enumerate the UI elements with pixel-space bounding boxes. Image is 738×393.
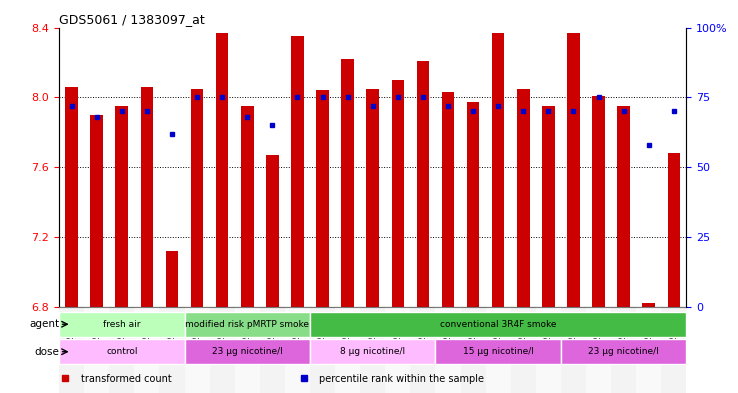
Text: GSM1217157: GSM1217157 (92, 311, 101, 362)
Bar (611, 307, 636, 393)
Text: GSM1217158: GSM1217158 (117, 311, 126, 362)
Text: GSM1217180: GSM1217180 (669, 311, 678, 362)
Bar (517, 88, 530, 307)
Text: GSM1217173: GSM1217173 (368, 311, 377, 362)
Bar (59, 307, 84, 393)
Bar (435, 307, 461, 393)
Bar (385, 307, 410, 393)
Bar (417, 61, 430, 307)
Bar (661, 307, 686, 393)
Bar (266, 155, 279, 307)
Bar (84, 307, 109, 393)
Bar (441, 92, 455, 307)
Text: GSM1217170: GSM1217170 (544, 311, 553, 362)
Bar (260, 307, 285, 393)
Text: conventional 3R4F smoke: conventional 3R4F smoke (440, 320, 556, 329)
Bar (316, 90, 329, 307)
Text: GSM1217179: GSM1217179 (644, 311, 653, 362)
Text: GSM1217177: GSM1217177 (594, 311, 603, 362)
Text: GSM1217169: GSM1217169 (519, 311, 528, 362)
Text: GSM1217171: GSM1217171 (318, 311, 327, 362)
Bar (190, 88, 204, 307)
Text: GSM1217167: GSM1217167 (469, 311, 477, 362)
Bar (59, 312, 184, 336)
Bar (391, 80, 404, 307)
Text: GSM1217163: GSM1217163 (243, 311, 252, 362)
Text: GSM1217165: GSM1217165 (293, 311, 302, 362)
Bar (216, 33, 229, 307)
Text: modified risk pMRTP smoke: modified risk pMRTP smoke (185, 320, 309, 329)
Bar (561, 307, 586, 393)
Text: GSM1217166: GSM1217166 (444, 311, 452, 362)
Bar (486, 307, 511, 393)
Bar (643, 303, 655, 307)
Bar (618, 106, 630, 307)
Bar (66, 87, 78, 307)
Text: 23 μg nicotine/l: 23 μg nicotine/l (588, 347, 659, 356)
Bar (184, 339, 310, 364)
Text: GSM1217176: GSM1217176 (569, 311, 578, 362)
Text: GSM1217159: GSM1217159 (142, 311, 151, 362)
Text: percentile rank within the sample: percentile rank within the sample (320, 374, 484, 384)
Text: GSM1217175: GSM1217175 (418, 311, 427, 362)
Bar (536, 307, 561, 393)
Text: dose: dose (35, 347, 60, 357)
Bar (568, 33, 580, 307)
Text: GSM1217174: GSM1217174 (393, 311, 402, 362)
Bar (285, 307, 310, 393)
Text: 15 μg nicotine/l: 15 μg nicotine/l (463, 347, 534, 356)
Bar (636, 307, 661, 393)
Bar (592, 95, 605, 307)
Bar (342, 59, 354, 307)
Bar (235, 307, 260, 393)
Bar (310, 307, 335, 393)
Bar (310, 312, 686, 336)
Bar (140, 87, 154, 307)
Bar (668, 153, 680, 307)
Text: GSM1217160: GSM1217160 (168, 311, 176, 362)
Bar (542, 106, 555, 307)
Text: GSM1217172: GSM1217172 (343, 311, 352, 362)
Bar (561, 339, 686, 364)
Bar (492, 33, 505, 307)
Bar (335, 307, 360, 393)
Text: control: control (106, 347, 137, 356)
Bar (59, 339, 184, 364)
Bar (184, 307, 210, 393)
Text: agent: agent (30, 319, 60, 329)
Text: 8 μg nicotine/l: 8 μg nicotine/l (340, 347, 405, 356)
Bar (210, 307, 235, 393)
Text: GSM1217161: GSM1217161 (193, 311, 201, 362)
Bar (241, 106, 254, 307)
Bar (115, 106, 128, 307)
Bar (360, 307, 385, 393)
Bar (511, 307, 536, 393)
Bar (134, 307, 159, 393)
Text: transformed count: transformed count (81, 374, 172, 384)
Bar (461, 307, 486, 393)
Bar (90, 115, 103, 307)
Bar (410, 307, 435, 393)
Bar (159, 307, 184, 393)
Bar (310, 339, 435, 364)
Text: GDS5061 / 1383097_at: GDS5061 / 1383097_at (59, 13, 204, 26)
Text: GSM1217156: GSM1217156 (67, 311, 76, 362)
Bar (165, 251, 179, 307)
Bar (586, 307, 611, 393)
Text: GSM1217162: GSM1217162 (218, 311, 227, 362)
Bar (367, 88, 379, 307)
Text: GSM1217164: GSM1217164 (268, 311, 277, 362)
Bar (435, 339, 561, 364)
Bar (467, 103, 480, 307)
Bar (291, 36, 304, 307)
Text: 23 μg nicotine/l: 23 μg nicotine/l (212, 347, 283, 356)
Text: fresh air: fresh air (103, 320, 140, 329)
Text: GSM1217178: GSM1217178 (619, 311, 628, 362)
Bar (184, 312, 310, 336)
Text: GSM1217168: GSM1217168 (494, 311, 503, 362)
Bar (109, 307, 134, 393)
